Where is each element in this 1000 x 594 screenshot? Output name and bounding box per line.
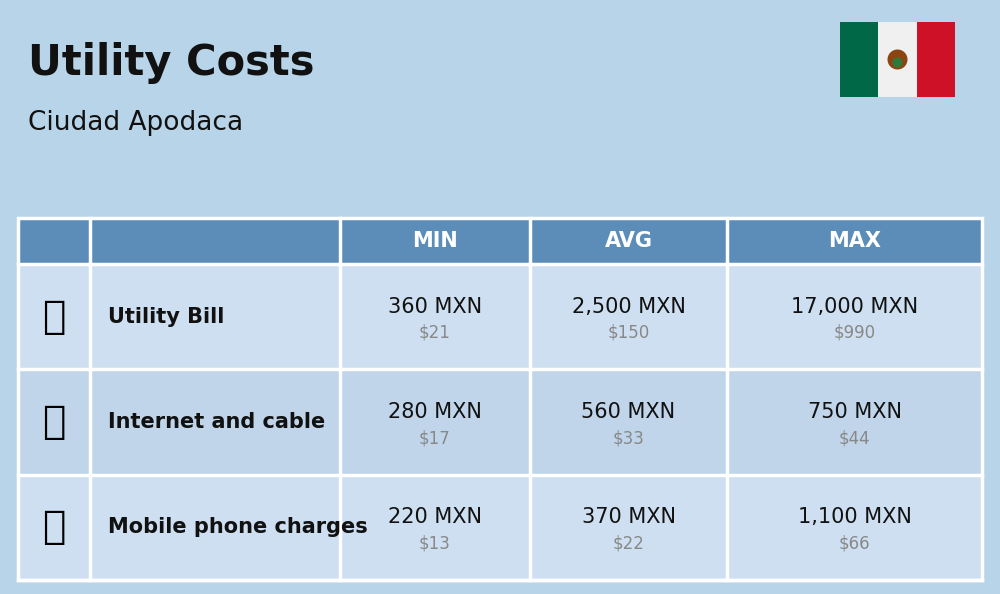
Text: 360 MXN: 360 MXN <box>388 296 482 317</box>
Text: 220 MXN: 220 MXN <box>388 507 482 527</box>
Text: AVG: AVG <box>604 231 652 251</box>
Bar <box>18 218 982 264</box>
Text: Mobile phone charges: Mobile phone charges <box>108 517 368 538</box>
Text: $33: $33 <box>613 429 644 447</box>
Text: $21: $21 <box>419 324 451 342</box>
Text: $66: $66 <box>839 535 870 552</box>
Bar <box>18 264 982 369</box>
Text: $13: $13 <box>419 535 451 552</box>
Text: 1,100 MXN: 1,100 MXN <box>798 507 911 527</box>
Text: $990: $990 <box>833 324 876 342</box>
Circle shape <box>888 49 908 69</box>
Text: Ciudad Apodaca: Ciudad Apodaca <box>28 110 243 136</box>
Text: $44: $44 <box>839 429 870 447</box>
Bar <box>18 218 982 580</box>
Text: 🔌: 🔌 <box>42 298 66 336</box>
Circle shape <box>893 58 902 68</box>
Bar <box>840 22 878 97</box>
Text: 📶: 📶 <box>42 403 66 441</box>
Text: Utility Costs: Utility Costs <box>28 42 314 84</box>
Bar <box>917 22 955 97</box>
Text: 560 MXN: 560 MXN <box>581 402 676 422</box>
Text: 280 MXN: 280 MXN <box>388 402 482 422</box>
Text: Internet and cable: Internet and cable <box>108 412 325 432</box>
Text: $17: $17 <box>419 429 451 447</box>
Bar <box>18 369 982 475</box>
Bar <box>878 22 917 97</box>
Text: MAX: MAX <box>828 231 881 251</box>
Text: 2,500 MXN: 2,500 MXN <box>572 296 685 317</box>
Bar <box>18 475 982 580</box>
Text: 370 MXN: 370 MXN <box>582 507 676 527</box>
Text: Utility Bill: Utility Bill <box>108 307 224 327</box>
Text: 17,000 MXN: 17,000 MXN <box>791 296 918 317</box>
Text: $22: $22 <box>613 535 644 552</box>
Text: 750 MXN: 750 MXN <box>808 402 902 422</box>
Text: 📱: 📱 <box>42 508 66 546</box>
Text: $150: $150 <box>607 324 650 342</box>
Text: MIN: MIN <box>412 231 458 251</box>
